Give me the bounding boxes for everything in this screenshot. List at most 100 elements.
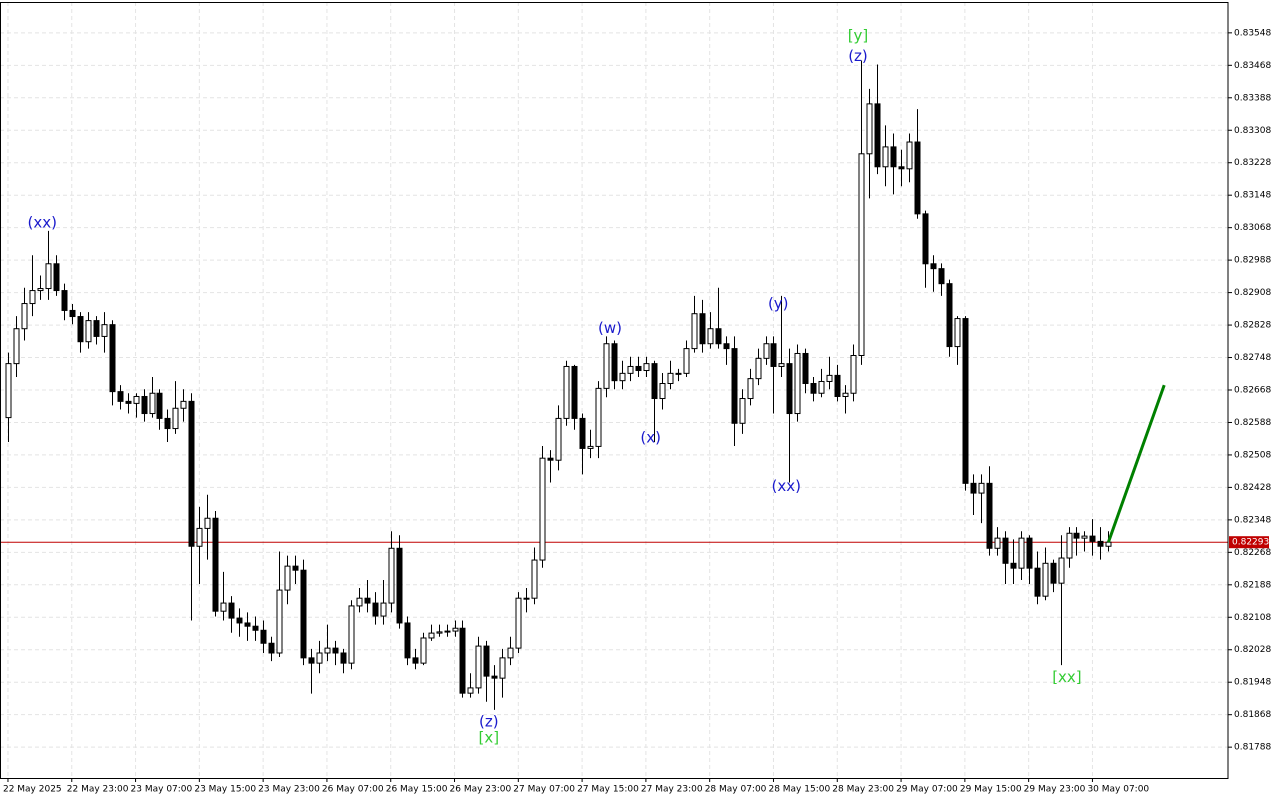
candle-body	[436, 631, 443, 634]
y-tick-label: 0.81788	[1234, 743, 1271, 753]
y-tick-label: 0.82668	[1234, 386, 1271, 396]
candle-body	[292, 565, 299, 571]
candle-body	[1058, 557, 1065, 584]
candle-body	[755, 357, 762, 380]
candle-body	[531, 559, 538, 599]
candle-body	[1034, 567, 1041, 597]
candle-body	[21, 303, 28, 330]
x-tick-label: 22 May 23:00	[67, 785, 129, 795]
candle-body	[611, 343, 618, 382]
candle-body	[866, 103, 873, 155]
x-tick-label: 23 May 23:00	[258, 785, 320, 795]
candle-body	[970, 482, 977, 494]
candle-body	[882, 146, 889, 168]
y-tick-label: 0.83468	[1234, 61, 1271, 71]
candle-body	[156, 392, 163, 419]
candle-body	[763, 343, 770, 359]
candle-body	[69, 309, 76, 318]
x-tick-label: 28 May 23:00	[832, 785, 894, 795]
y-tick-label: 0.82348	[1234, 515, 1271, 525]
candle-body	[164, 417, 171, 430]
x-tick-label: 26 May 23:00	[450, 785, 512, 795]
candle-body	[1042, 562, 1049, 597]
wave-label: (y)	[768, 294, 789, 312]
candle-body	[444, 630, 451, 633]
candle-body	[467, 687, 474, 694]
y-tick-label: 0.83228	[1234, 158, 1271, 168]
candle-body	[739, 398, 746, 424]
candle-body	[125, 400, 132, 404]
candle-body	[260, 629, 267, 644]
candle-body	[707, 328, 714, 345]
candle-body	[348, 605, 355, 664]
wave-label: (xx)	[772, 477, 801, 495]
candle-body	[252, 625, 259, 631]
candle-body	[364, 597, 371, 604]
candle-body	[954, 318, 961, 348]
y-tick-label: 0.82108	[1234, 613, 1271, 623]
candle-body	[452, 627, 459, 632]
candle-body	[220, 602, 227, 612]
candle-body	[587, 445, 594, 449]
candle-body	[499, 657, 506, 679]
candle-body	[786, 363, 793, 415]
x-tick-label: 27 May 07:00	[513, 785, 575, 795]
candle-body	[858, 153, 865, 357]
candle-body	[404, 622, 411, 659]
candle-body	[571, 365, 578, 419]
candle-body	[1010, 562, 1017, 569]
candle-body	[691, 313, 698, 350]
candle-body	[978, 482, 985, 494]
candle-body	[491, 675, 498, 679]
y-tick-label: 0.82428	[1234, 483, 1271, 493]
candle-body	[651, 363, 658, 400]
current-price-box	[1229, 536, 1269, 549]
forecast-line	[1106, 384, 1166, 543]
candle-body	[715, 328, 722, 345]
wave-label: (xx)	[28, 213, 57, 231]
candle-body	[340, 652, 347, 664]
candle-body	[212, 517, 219, 612]
candle-body	[149, 392, 156, 415]
candle-body	[547, 457, 554, 461]
candle-body	[412, 657, 419, 664]
candle-body	[675, 372, 682, 375]
candle-body	[842, 392, 849, 397]
candle-body	[1066, 532, 1073, 559]
candle-body	[428, 632, 435, 639]
candle-body	[483, 645, 490, 677]
candle-body	[595, 387, 602, 447]
candle-body	[93, 320, 100, 337]
wave-label: (z)	[479, 712, 499, 730]
candle-body	[946, 283, 953, 348]
candle-body	[196, 527, 203, 547]
x-tick-label: 26 May 15:00	[386, 785, 448, 795]
candle-body	[810, 383, 817, 394]
candle-body	[324, 647, 331, 654]
y-tick-label: 0.83388	[1234, 93, 1271, 103]
candle-body	[172, 407, 179, 430]
candle-body	[1089, 535, 1096, 542]
candle-body	[1026, 537, 1033, 569]
candle-body	[914, 141, 921, 215]
x-tick-label: 27 May 23:00	[641, 785, 703, 795]
candle-body	[850, 355, 857, 394]
y-tick-label: 0.82988	[1234, 256, 1271, 266]
candle-body	[85, 320, 92, 343]
candle-body	[659, 383, 666, 400]
candle-body	[922, 213, 929, 265]
candle-body	[683, 348, 690, 374]
candle-body	[1105, 541, 1112, 547]
candle-body	[332, 647, 339, 654]
y-tick-label: 0.83068	[1234, 223, 1271, 233]
x-tick-label: 26 May 07:00	[322, 785, 384, 795]
candle-body	[794, 352, 801, 415]
candle-body	[316, 652, 323, 664]
candle-body	[874, 103, 881, 168]
x-tick-label: 30 May 07:00	[1087, 785, 1149, 795]
y-tick-label: 0.82188	[1234, 580, 1271, 590]
candle-body	[459, 627, 466, 694]
y-tick-label: 0.82908	[1234, 288, 1271, 298]
